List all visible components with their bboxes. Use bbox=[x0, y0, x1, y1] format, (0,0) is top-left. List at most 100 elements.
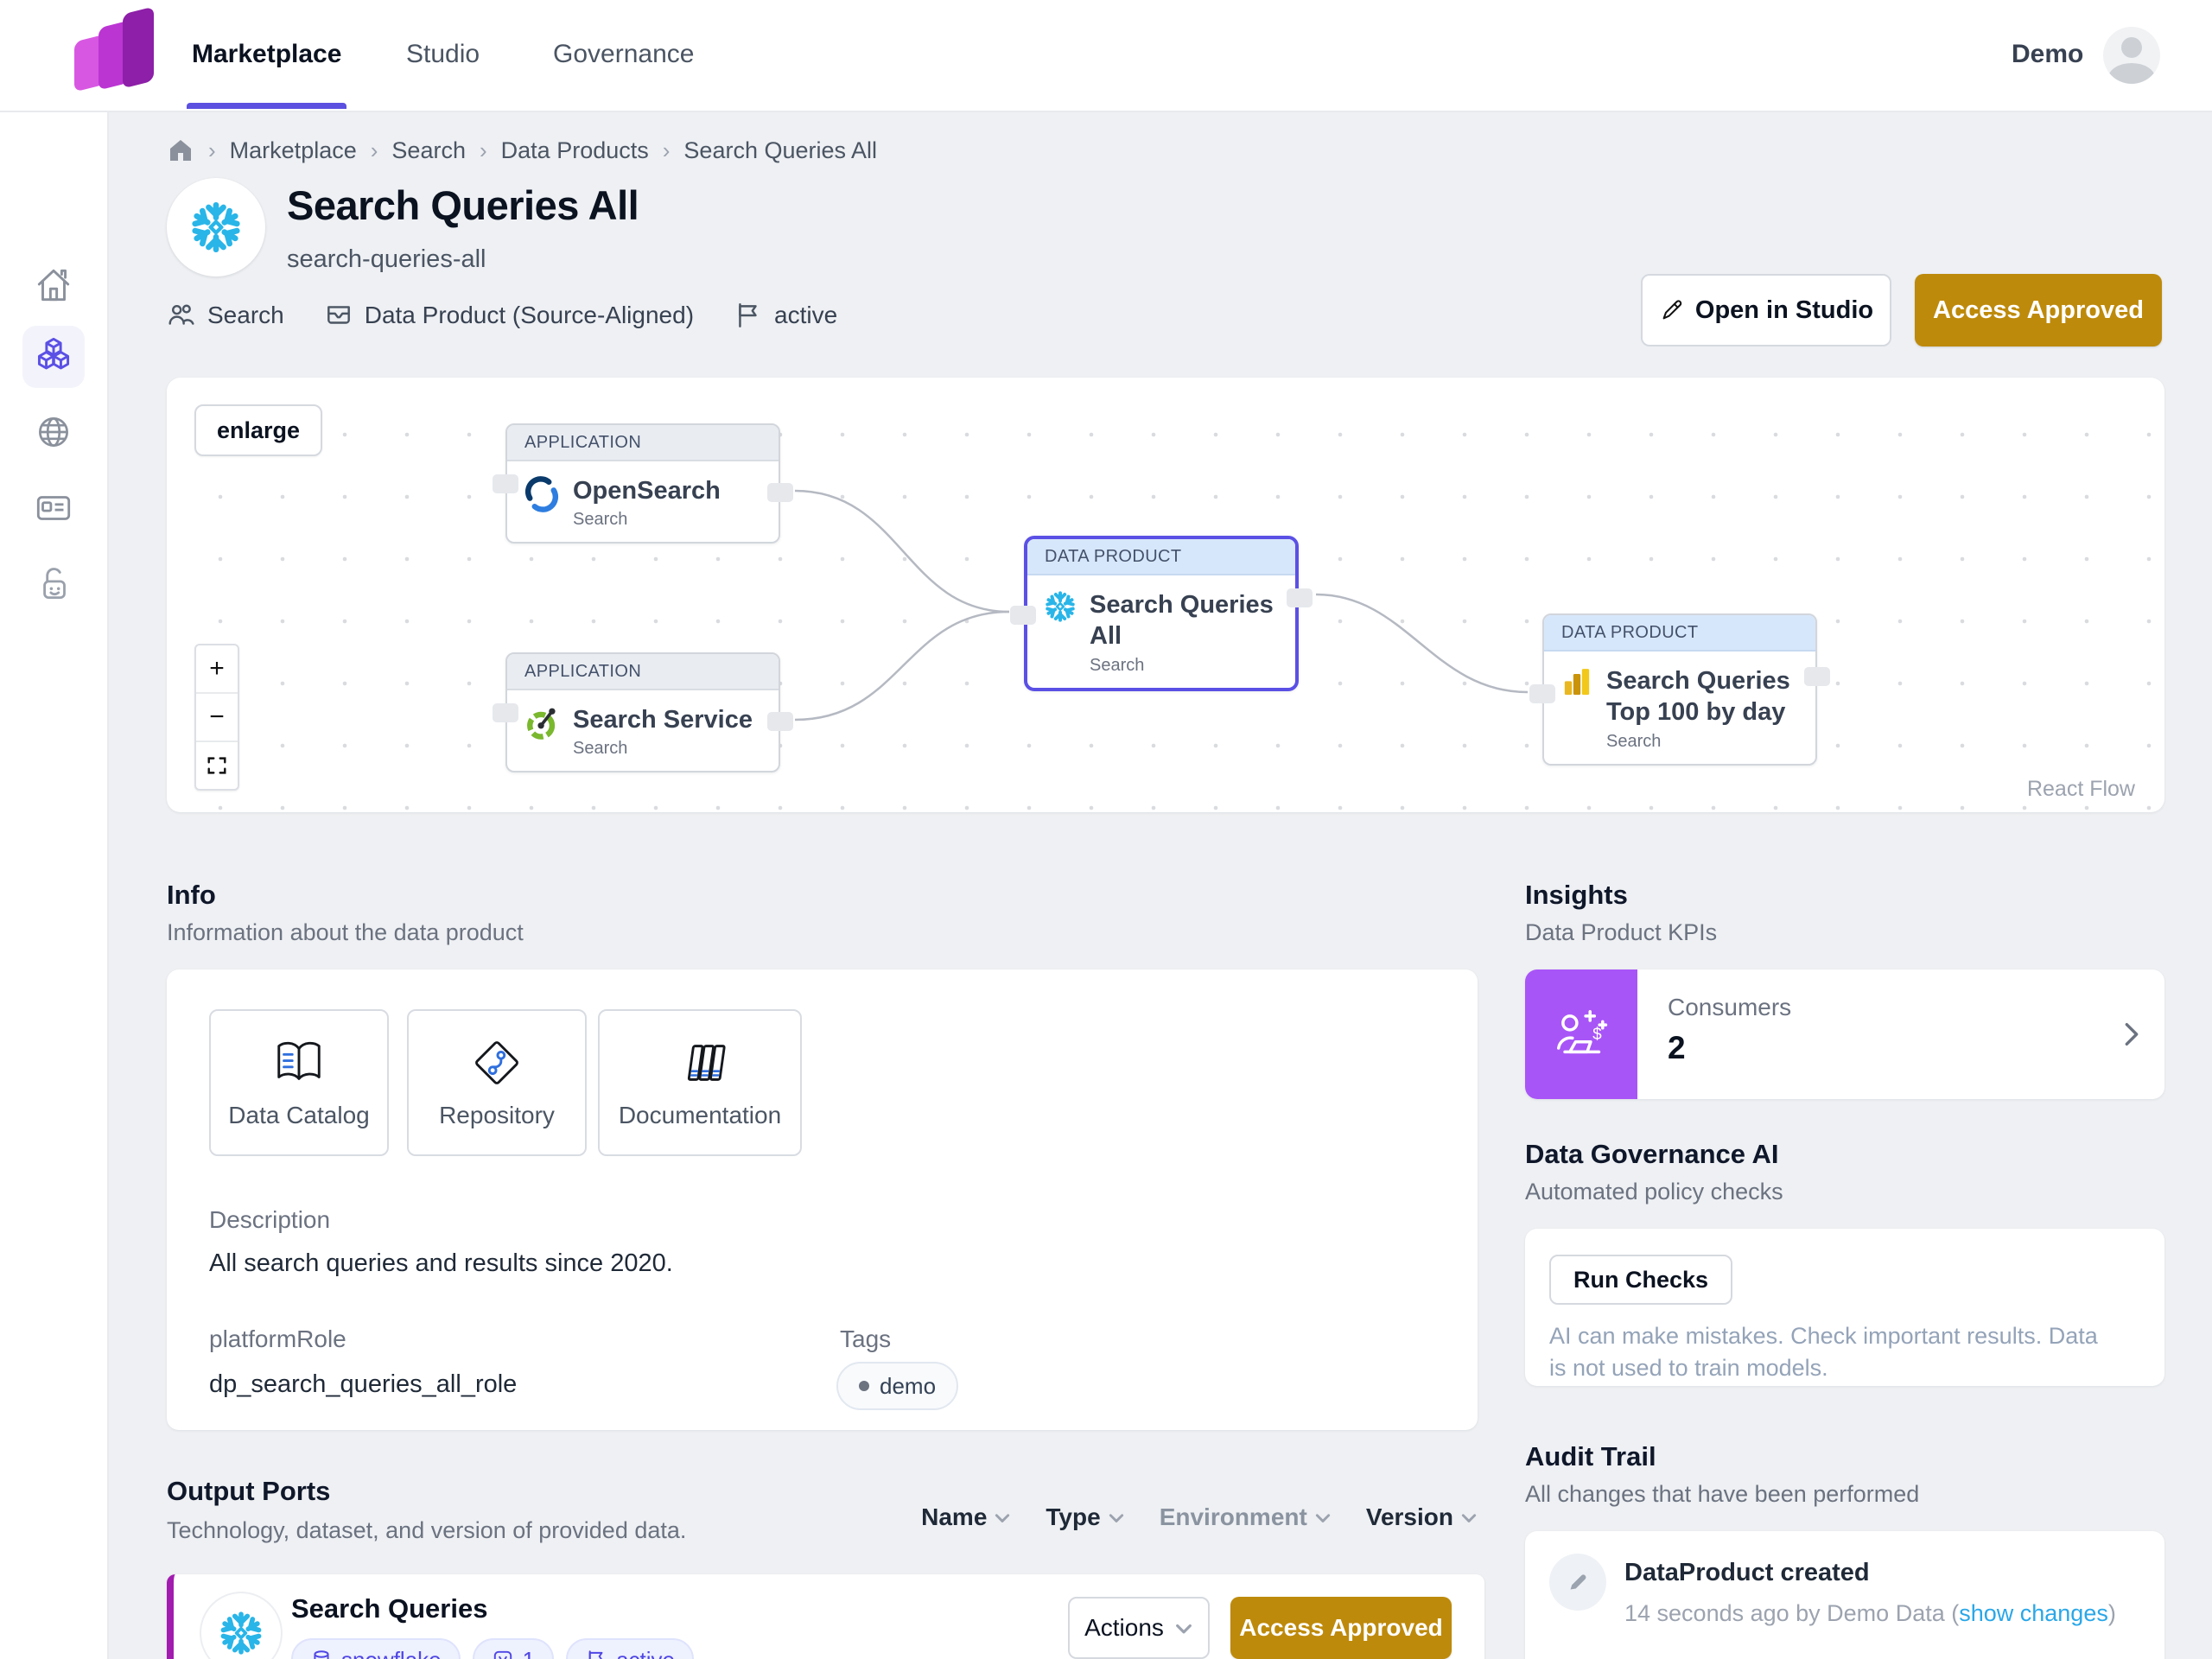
node-title: Search Queries All bbox=[1090, 591, 1274, 651]
badge-status-label: active bbox=[616, 1647, 675, 1659]
enlarge-button[interactable]: enlarge bbox=[194, 404, 323, 456]
consumers-kpi-card[interactable]: $ Consumers 2 bbox=[1525, 969, 2164, 1099]
output-port-row[interactable]: Search Queries snowflake 1 active bbox=[167, 1574, 1484, 1659]
sort-type[interactable]: Type bbox=[1046, 1503, 1124, 1531]
fit-view-button[interactable] bbox=[196, 742, 238, 789]
header-meta: Search Data Product (Source-Aligned) act… bbox=[167, 301, 837, 330]
documentation-label: Documentation bbox=[618, 1102, 782, 1128]
owner-team[interactable]: Search bbox=[167, 301, 284, 330]
node-title: OpenSearch bbox=[573, 477, 721, 505]
tab-studio[interactable]: Studio bbox=[406, 0, 480, 109]
snowflake-icon bbox=[188, 199, 245, 256]
governance-ai-heading: Data Governance AI bbox=[1525, 1139, 1779, 1169]
chevron-right-icon bbox=[2125, 1022, 2139, 1046]
access-approved-label: Access Approved bbox=[1933, 296, 2144, 324]
kpi-value: 2 bbox=[1668, 1030, 1686, 1065]
tray-icon bbox=[327, 306, 350, 324]
sort-environment[interactable]: Environment bbox=[1160, 1503, 1332, 1531]
pencil-icon bbox=[1662, 300, 1682, 320]
tab-marketplace[interactable]: Marketplace bbox=[186, 0, 347, 109]
node-subtitle: Search bbox=[573, 739, 628, 759]
info-subtitle: Information about the data product bbox=[167, 919, 524, 945]
sidebar-domains-icon[interactable] bbox=[22, 401, 85, 463]
node-title: Search Queries Top 100 by day bbox=[1606, 667, 1790, 727]
status: active bbox=[734, 301, 837, 330]
output-ports-sorters: Name Type Environment Version bbox=[921, 1503, 1478, 1531]
node-subtitle: Search bbox=[1090, 655, 1145, 675]
sidebar-ai-assistant-icon[interactable] bbox=[22, 553, 85, 615]
repository-label: Repository bbox=[439, 1102, 555, 1128]
tags-label: Tags bbox=[840, 1325, 892, 1352]
chevron-down-icon bbox=[1461, 1514, 1477, 1522]
lineage-canvas[interactable]: enlarge + − APPLICATION OpenSearch Searc… bbox=[167, 378, 2164, 812]
chevron-down-icon bbox=[1175, 1624, 1192, 1634]
port-badges: snowflake 1 active bbox=[291, 1638, 695, 1659]
documentation-link[interactable]: Documentation bbox=[598, 1009, 802, 1156]
audit-event-title: DataProduct created bbox=[1624, 1559, 1870, 1586]
show-changes-link[interactable]: show changes bbox=[1959, 1600, 2108, 1626]
handle-right[interactable] bbox=[767, 712, 793, 731]
port-actions-button[interactable]: Actions bbox=[1068, 1597, 1210, 1659]
access-approved-button[interactable]: Access Approved bbox=[1915, 274, 2162, 346]
handle-left[interactable] bbox=[493, 703, 518, 722]
sidebar-home-icon[interactable] bbox=[22, 254, 85, 316]
node-opensearch[interactable]: APPLICATION OpenSearch Search bbox=[493, 423, 793, 544]
edges bbox=[794, 489, 1529, 721]
user-avatar[interactable] bbox=[2103, 27, 2160, 84]
handle-left[interactable] bbox=[493, 474, 518, 493]
flag-icon bbox=[588, 1650, 603, 1659]
data-catalog-link[interactable]: Data Catalog bbox=[209, 1009, 389, 1156]
handle-left[interactable] bbox=[1010, 606, 1036, 625]
repository-link[interactable]: Repository bbox=[407, 1009, 587, 1156]
sort-version[interactable]: Version bbox=[1366, 1503, 1478, 1531]
breadcrumb-marketplace[interactable]: Marketplace bbox=[229, 137, 357, 163]
audit-meta-suffix: ) bbox=[2107, 1600, 2116, 1626]
tab-governance[interactable]: Governance bbox=[553, 0, 694, 109]
zoom-out-button[interactable]: − bbox=[196, 694, 238, 742]
port-access-approved-button[interactable]: Access Approved bbox=[1230, 1597, 1452, 1659]
badge-technology-label: snowflake bbox=[341, 1647, 442, 1659]
breadcrumb-separator: › bbox=[208, 137, 216, 163]
chevron-down-icon bbox=[1109, 1514, 1123, 1522]
handle-right[interactable] bbox=[767, 483, 793, 502]
description-label: Description bbox=[209, 1206, 331, 1233]
sort-name[interactable]: Name bbox=[921, 1503, 1011, 1531]
page-slug: search-queries-all bbox=[287, 245, 486, 273]
flow-controls: + − bbox=[194, 644, 239, 791]
tab-label: Governance bbox=[553, 40, 695, 68]
node-subtitle: Search bbox=[573, 510, 628, 530]
breadcrumb-data-products[interactable]: Data Products bbox=[500, 137, 649, 163]
output-ports-subtitle: Technology, dataset, and version of prov… bbox=[167, 1517, 687, 1543]
tag-dot bbox=[859, 1381, 869, 1391]
run-checks-button[interactable]: Run Checks bbox=[1549, 1255, 1733, 1305]
node-subtitle: Search bbox=[1606, 731, 1662, 751]
open-book-icon bbox=[277, 1041, 321, 1080]
top-nav: Marketplace Studio Governance Demo bbox=[0, 0, 2212, 112]
bar-chart-logo-icon bbox=[1564, 669, 1590, 696]
home-icon[interactable] bbox=[167, 137, 194, 164]
sidebar-data-products-icon[interactable] bbox=[22, 326, 85, 388]
product-kind-label: Data Product (Source-Aligned) bbox=[364, 302, 695, 328]
node-search-service[interactable]: APPLICATION Search Service Search bbox=[493, 652, 793, 773]
handle-left[interactable] bbox=[1529, 684, 1555, 703]
handle-right[interactable] bbox=[1287, 588, 1313, 607]
port-actions-label: Actions bbox=[1084, 1614, 1164, 1641]
insights-subtitle: Data Product KPIs bbox=[1525, 919, 1718, 945]
sort-environment-label: Environment bbox=[1159, 1503, 1307, 1530]
owner-team-label: Search bbox=[207, 302, 284, 328]
sidebar bbox=[0, 112, 109, 1659]
description-value: All search queries and results since 202… bbox=[209, 1249, 673, 1277]
sidebar-card-icon[interactable] bbox=[22, 477, 85, 539]
open-in-studio-button[interactable]: Open in Studio bbox=[1641, 274, 1891, 346]
breadcrumb-separator: › bbox=[662, 137, 671, 163]
react-flow-attribution[interactable]: React Flow bbox=[2019, 775, 2142, 804]
zoom-in-button[interactable]: + bbox=[196, 645, 238, 694]
node-search-queries-top100[interactable]: DATA PRODUCT Search Queries Top 100 by d… bbox=[1529, 613, 1830, 766]
node-search-queries-all[interactable]: DATA PRODUCT Search Queries All Search bbox=[1010, 536, 1313, 691]
tags-list: demo bbox=[836, 1362, 959, 1410]
database-icon bbox=[314, 1650, 329, 1659]
breadcrumb-search[interactable]: Search bbox=[391, 137, 466, 163]
app-logo-icon[interactable] bbox=[73, 6, 159, 97]
handle-right[interactable] bbox=[1804, 667, 1830, 686]
